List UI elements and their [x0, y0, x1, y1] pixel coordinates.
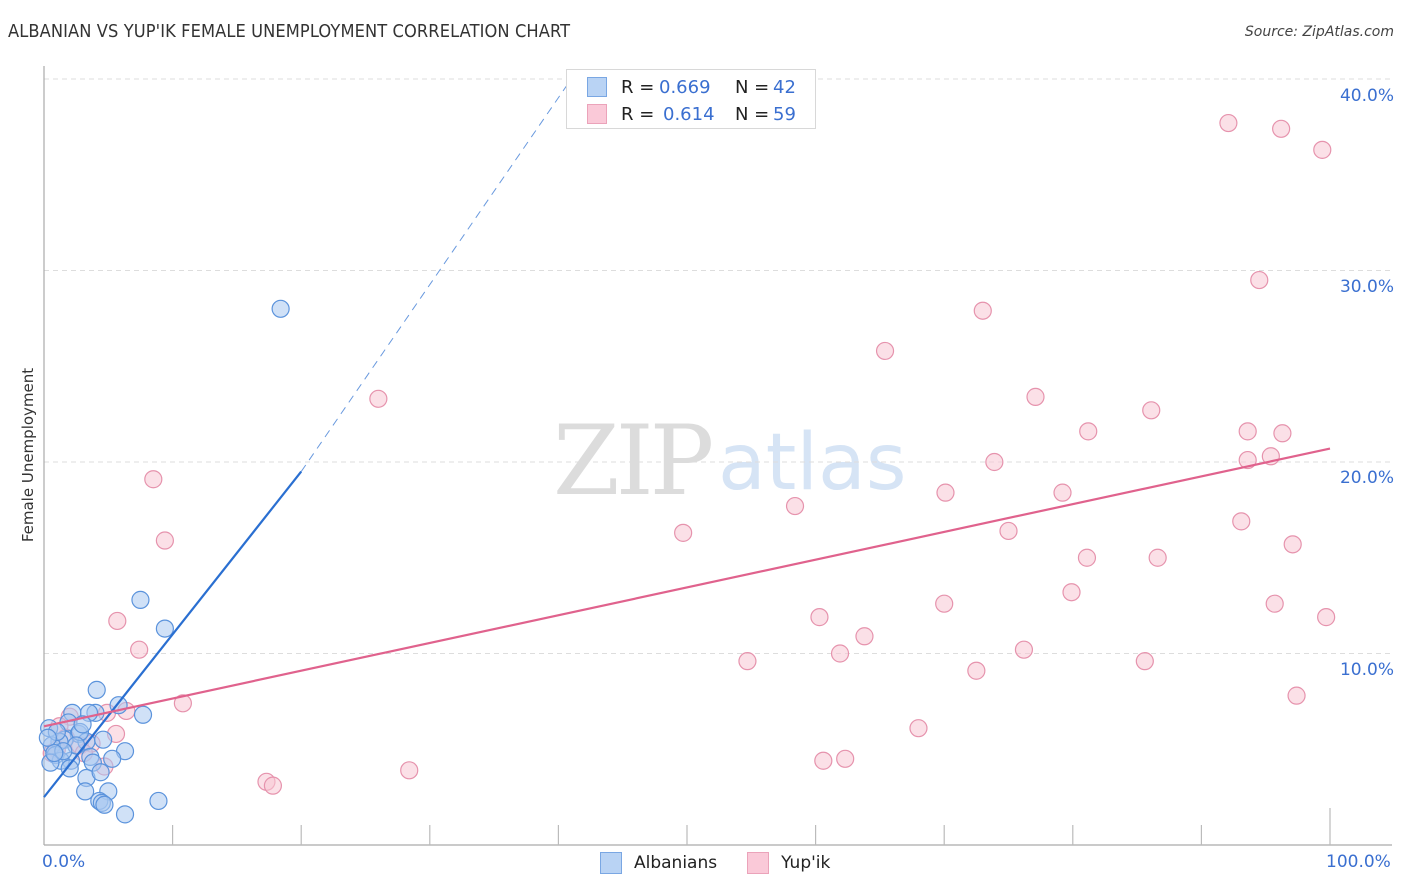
data-point — [1232, 512, 1251, 531]
albanians-trendline-extension — [300, 78, 572, 472]
data-point — [38, 728, 57, 747]
data-point — [785, 496, 805, 516]
data-point — [830, 644, 850, 663]
data-point — [155, 531, 174, 550]
legend-label-albanians: Albanians — [634, 853, 718, 873]
y-tick-40: 40.0% — [1339, 86, 1394, 106]
yupik-trendline — [43, 447, 1331, 728]
data-point — [1283, 535, 1302, 554]
yupik-swatch-icon — [587, 104, 607, 124]
legend-row-yupik: R = 0.614 N = 59 — [587, 101, 796, 127]
data-point — [1313, 140, 1332, 159]
data-point — [91, 763, 110, 782]
data-point — [935, 594, 954, 613]
data-point — [1238, 422, 1257, 441]
data-point — [173, 694, 192, 713]
data-point — [60, 759, 79, 778]
n-label: N = — [735, 76, 770, 98]
data-point — [1135, 652, 1154, 671]
data-point — [1219, 113, 1238, 133]
data-point — [103, 749, 122, 768]
y-tick-20: 20.0% — [1339, 468, 1394, 488]
data-point — [738, 652, 757, 671]
albanian-points — [38, 299, 290, 824]
data-point — [973, 301, 992, 320]
data-point — [1272, 119, 1291, 138]
axes — [43, 66, 1392, 846]
data-point — [836, 749, 855, 768]
source-label: Source: ZipAtlas.com — [1244, 24, 1394, 40]
data-point — [144, 470, 163, 489]
data-point — [999, 521, 1018, 541]
data-point — [875, 341, 895, 361]
data-point — [1026, 387, 1045, 406]
data-point — [115, 805, 135, 824]
data-point — [1287, 686, 1306, 705]
data-point — [131, 590, 150, 609]
watermark-atlas: atlas — [718, 418, 907, 508]
watermark-zip: ZIP — [553, 405, 714, 517]
yupik-swatch-icon — [747, 852, 770, 874]
y-tick-10: 10.0% — [1339, 660, 1394, 680]
legend-item-albanians[interactable]: Albanians — [600, 852, 717, 874]
data-point — [73, 715, 92, 734]
r-label: R = — [621, 76, 655, 98]
trendlines — [43, 78, 1331, 798]
data-point — [149, 791, 168, 811]
n-value: 42 — [773, 76, 796, 98]
data-point — [1250, 270, 1269, 290]
data-point — [1079, 422, 1098, 441]
data-point — [1053, 483, 1072, 502]
albanians-trendline — [43, 470, 303, 798]
y-tick-30: 30.0% — [1339, 277, 1394, 297]
data-point — [1317, 608, 1336, 627]
data-point — [855, 627, 874, 646]
data-point — [936, 483, 955, 502]
data-point — [967, 661, 986, 680]
data-point — [1273, 424, 1292, 443]
data-point — [133, 705, 153, 724]
data-point — [1265, 594, 1284, 613]
n-label: N = — [735, 103, 770, 125]
data-point — [1077, 548, 1097, 567]
data-point — [1014, 640, 1034, 659]
data-point — [155, 619, 174, 638]
n-value: 59 — [773, 103, 796, 125]
data-point — [810, 608, 829, 627]
legend-row-albanians: R = 0.669 N = 42 — [587, 74, 796, 100]
data-point — [814, 751, 833, 770]
albanians-swatch-icon — [587, 77, 607, 97]
data-point — [674, 523, 693, 542]
data-point — [95, 795, 114, 814]
x-tick-0: 0.0% — [42, 852, 86, 872]
data-point — [909, 719, 928, 738]
data-point — [271, 299, 290, 318]
data-point — [108, 611, 127, 631]
gridlines — [44, 78, 1392, 654]
x-tick-100: 100.0% — [1326, 852, 1391, 872]
data-point — [45, 743, 64, 763]
albanians-swatch-icon — [600, 852, 622, 874]
legend-item-yupik[interactable]: Yup'ik — [747, 852, 830, 874]
data-point — [263, 776, 283, 795]
data-point — [130, 640, 149, 659]
data-point — [985, 452, 1004, 472]
data-point — [1148, 548, 1167, 567]
data-point — [1062, 583, 1081, 602]
data-point — [87, 680, 106, 699]
r-value: 0.614 — [663, 103, 715, 125]
correlation-legend: R = 0.669 N = 42 R = 0.614 N = 59 — [566, 69, 816, 129]
data-point — [400, 761, 419, 780]
data-point — [369, 389, 388, 408]
legend-label-yupik: Yup'ik — [781, 853, 831, 873]
series-legend: Albanians Yup'ik — [600, 852, 860, 874]
data-point — [94, 730, 113, 749]
r-label: R = — [621, 103, 655, 125]
data-point — [1142, 401, 1161, 420]
chart-title: ALBANIAN VS YUP'IK FEMALE UNEMPLOYMENT C… — [8, 22, 571, 42]
data-point — [76, 782, 95, 801]
yupik-points — [42, 113, 1336, 795]
r-value: 0.669 — [659, 76, 711, 98]
